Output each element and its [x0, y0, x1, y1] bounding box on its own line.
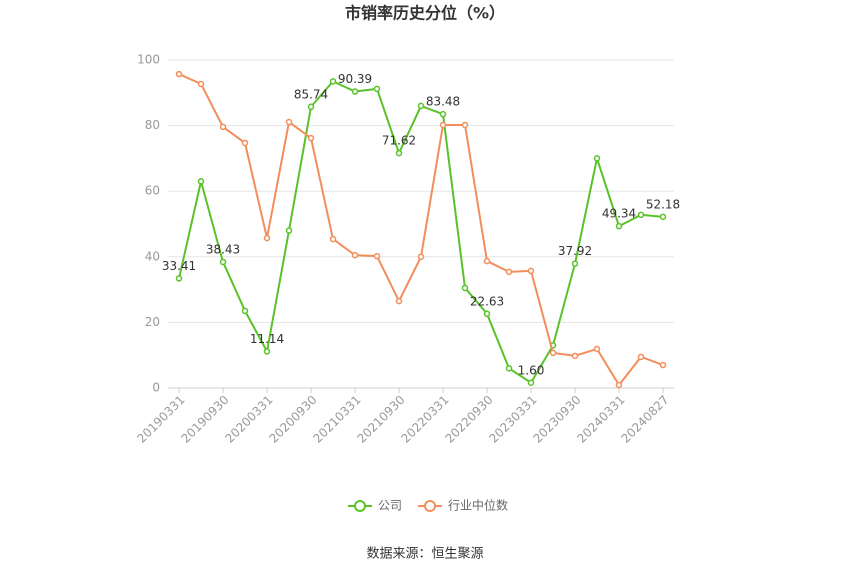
value-label: 11.14 — [250, 332, 284, 346]
source: 数据来源：恒生聚源 — [366, 547, 483, 562]
point — [593, 345, 601, 353]
point — [439, 110, 447, 118]
point — [395, 297, 403, 305]
point — [285, 118, 293, 126]
point — [637, 353, 645, 361]
point — [483, 257, 491, 265]
point — [549, 349, 557, 357]
point — [417, 253, 425, 261]
point — [637, 211, 645, 219]
point — [307, 103, 315, 111]
point — [659, 361, 667, 369]
value-label: 37.92 — [558, 244, 592, 258]
point — [329, 78, 337, 85]
x-tick-label: 20240827 — [619, 393, 672, 446]
point — [197, 80, 205, 88]
point — [483, 310, 491, 318]
point — [395, 149, 403, 157]
value-label: 85.74 — [294, 87, 328, 101]
point — [417, 102, 425, 110]
point — [263, 348, 271, 355]
point — [615, 222, 623, 230]
value-label: 33.41 — [162, 259, 196, 273]
y-tick-label: 60 — [145, 184, 160, 198]
y-tick-label: 100 — [137, 53, 160, 67]
point — [571, 352, 579, 360]
chart-title: 市销率历史分位（%） — [345, 4, 505, 23]
legend-marker — [354, 500, 366, 512]
point — [505, 268, 513, 276]
point — [571, 260, 579, 267]
point — [219, 123, 227, 131]
legend-label: 行业中位数 — [448, 498, 508, 513]
point — [175, 275, 183, 282]
point — [461, 284, 469, 292]
point — [307, 134, 315, 142]
value-label: 22.63 — [470, 294, 504, 308]
point — [505, 365, 513, 372]
point — [329, 235, 337, 243]
point — [461, 121, 469, 129]
value-label: 90.39 — [338, 72, 372, 86]
point — [263, 234, 271, 242]
point — [241, 139, 249, 147]
point — [175, 70, 183, 78]
y-tick-label: 40 — [145, 249, 160, 263]
value-label: 49.34 — [602, 207, 636, 221]
value-label: 71.62 — [382, 134, 416, 148]
point — [219, 258, 227, 266]
point — [659, 213, 667, 221]
point — [285, 227, 293, 234]
point — [241, 307, 249, 315]
value-label: 1.60 — [518, 363, 545, 377]
point — [373, 252, 381, 260]
point — [439, 121, 447, 129]
point — [351, 251, 359, 259]
point — [615, 381, 623, 389]
y-tick-label: 20 — [145, 315, 160, 329]
value-label: 38.43 — [206, 242, 240, 256]
y-tick-label: 0 — [152, 381, 160, 395]
value-label: 52.18 — [646, 197, 680, 211]
value-label: 83.48 — [426, 95, 460, 109]
point — [373, 85, 381, 93]
point — [527, 267, 535, 275]
point — [197, 178, 205, 185]
y-tick-label: 80 — [145, 118, 160, 132]
point — [351, 88, 359, 95]
point — [593, 155, 601, 162]
legend-label: 公司 — [378, 499, 402, 513]
point — [527, 379, 535, 387]
legend-marker — [424, 500, 436, 512]
